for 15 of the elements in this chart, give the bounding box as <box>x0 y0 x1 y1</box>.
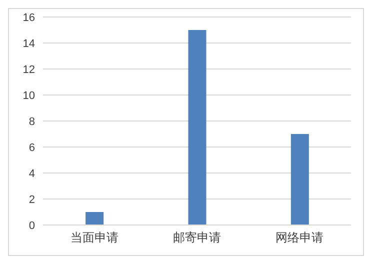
y-tick-label: 4 <box>28 168 35 180</box>
x-tick-label: 邮寄申请 <box>173 230 221 245</box>
x-tick-label: 当面申请 <box>70 230 118 245</box>
y-tick-label: 8 <box>28 116 35 128</box>
bar <box>290 134 309 225</box>
y-tick-label: 12 <box>22 64 35 76</box>
x-tick-label: 网络申请 <box>276 230 324 245</box>
y-tick-label: 2 <box>28 194 35 206</box>
y-tick-label: 10 <box>22 90 35 102</box>
bar <box>188 30 206 225</box>
y-tick-label: 6 <box>28 142 35 154</box>
bar <box>86 212 104 225</box>
y-tick-label: 14 <box>22 38 35 50</box>
y-tick-label: 16 <box>22 12 35 24</box>
y-tick-label: 0 <box>28 220 35 232</box>
